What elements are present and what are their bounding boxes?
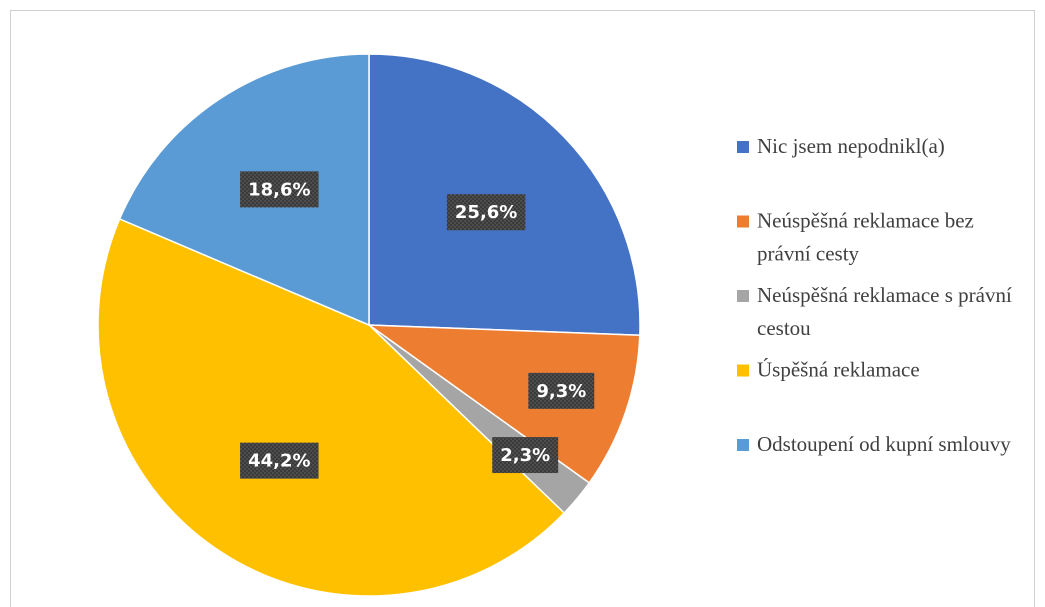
data-label: 18,6% (240, 171, 319, 208)
pie-slice (366, 324, 641, 484)
legend-label: Úspěšná reklamace (757, 358, 920, 382)
data-label: 9,3% (528, 372, 595, 409)
data-label-text: 18,6% (248, 179, 310, 200)
data-label: 2,3% (492, 437, 559, 474)
data-label-box (528, 372, 595, 409)
pie-slice (97, 217, 566, 597)
data-label-text: 44,2% (248, 451, 310, 472)
legend-swatch (737, 215, 749, 228)
legend-swatch (737, 364, 749, 377)
data-label-box (240, 442, 319, 479)
data-label-text: 9,3% (536, 381, 586, 402)
legend-swatch (737, 439, 749, 451)
data-label-box (240, 171, 319, 208)
legend-label: Odstoupení od kupní smlouvy (757, 432, 1011, 456)
legend-swatch (737, 141, 749, 153)
data-label-box (446, 194, 526, 231)
data-label-box (492, 437, 559, 474)
legend-label: Nic jsem nepodnikl(a) (757, 134, 945, 158)
data-label-text: 25,6% (455, 202, 517, 223)
legend-label: Neúspěšná reklamace s právní cestou (757, 283, 1017, 340)
data-label: 44,2% (240, 442, 319, 479)
legend-swatch (737, 290, 749, 302)
legend-label: Neúspěšná reklamace bez právní cesty (757, 209, 979, 266)
data-label-text: 2,3% (500, 445, 550, 466)
data-label: 25,6% (446, 194, 526, 231)
